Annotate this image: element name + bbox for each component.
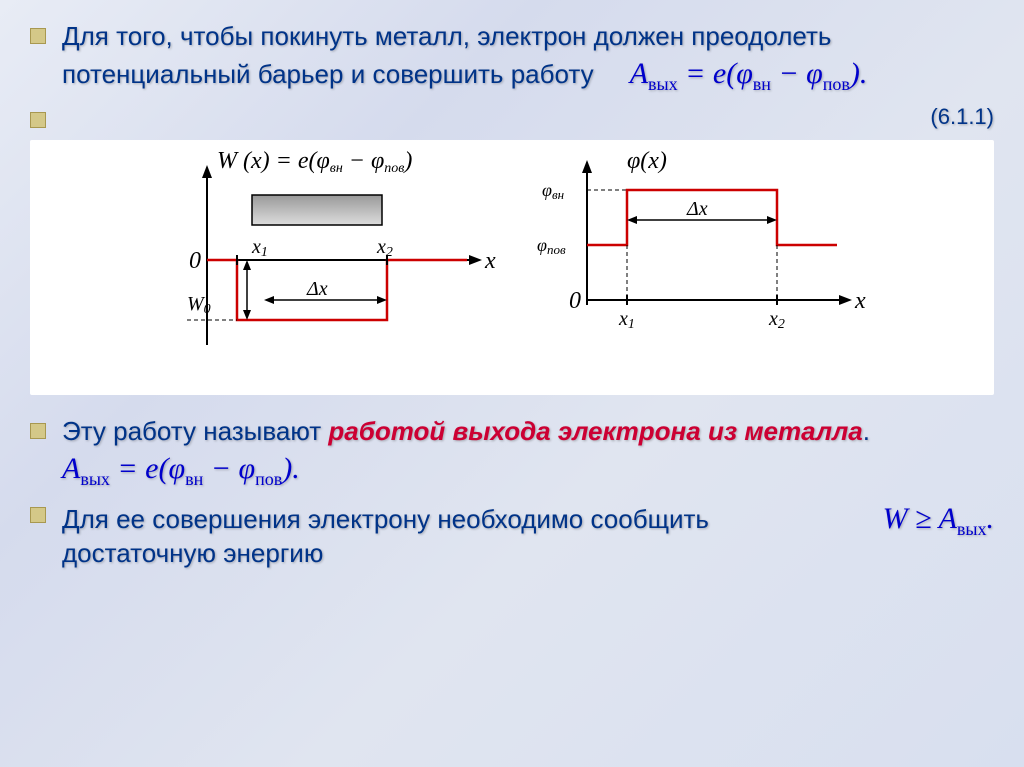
- f3: W ≥ A: [883, 502, 957, 535]
- bullet-eq-number: (6.1.1): [30, 104, 994, 130]
- f1-sub3: пов: [823, 74, 850, 94]
- bullet-marker: [30, 28, 46, 44]
- f3-end: .: [987, 502, 995, 535]
- svg-text:Δx: Δx: [686, 198, 708, 220]
- svg-text:φ(x): φ(x): [627, 150, 667, 174]
- graphs-container: W (x) = e(φвн − φпов) x 0 x1 x2: [30, 140, 994, 395]
- svg-text:x: x: [484, 248, 496, 274]
- formula-1: Aвых = e(φвн − φпов).: [630, 57, 868, 90]
- bullet-marker: [30, 507, 46, 523]
- f3-sub: вых: [957, 519, 987, 539]
- bullet-3: Для ее совершения электрону необходимо с…: [30, 499, 994, 571]
- svg-text:W (x) = e(φвн − φпов): W (x) = e(φвн − φпов): [217, 150, 412, 176]
- formula-2: Aвых = e(φвн − φпов).: [62, 452, 300, 485]
- f1-eq: = e(φ: [678, 57, 753, 90]
- f2-mid: − φ: [203, 452, 255, 485]
- bullet-1: Для того, чтобы покинуть металл, электро…: [30, 20, 994, 96]
- bullet-3-body: Для ее совершения электрону необходимо с…: [62, 503, 863, 571]
- svg-text:x2: x2: [376, 236, 393, 260]
- f2-eq: = e(φ: [110, 452, 185, 485]
- equation-number: (6.1.1): [930, 104, 994, 130]
- f2-sub2: вн: [185, 469, 203, 489]
- bullet-3-text: Для ее совершения электрону необходимо с…: [62, 499, 994, 571]
- f1-end: ).: [850, 57, 868, 90]
- bullet-2: Эту работу называют работой выхода элект…: [30, 415, 994, 491]
- f2-lhs: A: [62, 452, 80, 485]
- f1-lhs: A: [630, 57, 648, 90]
- graph-left: W (x) = e(φвн − φпов) x 0 x1 x2: [157, 150, 497, 385]
- bullet-marker: [30, 112, 46, 128]
- svg-text:0: 0: [569, 288, 581, 314]
- graph-right-svg: φ(x) x 0 φвн φпов x1 x2 Δ: [527, 150, 867, 380]
- f1-mid: − φ: [771, 57, 823, 90]
- f2-sub: вых: [80, 469, 110, 489]
- graph-left-svg: W (x) = e(φвн − φпов) x 0 x1 x2: [157, 150, 497, 380]
- f2-sub3: пов: [255, 469, 282, 489]
- bullet-2-body: Эту работу называют: [62, 416, 328, 446]
- svg-text:x: x: [854, 288, 866, 314]
- svg-text:x2: x2: [768, 308, 785, 332]
- bullet-marker: [30, 423, 46, 439]
- svg-text:0: 0: [189, 248, 201, 274]
- graph-right: φ(x) x 0 φвн φпов x1 x2 Δ: [527, 150, 867, 385]
- f1-sub: вых: [648, 74, 678, 94]
- svg-text:Δx: Δx: [306, 278, 328, 300]
- svg-text:φвн: φвн: [542, 180, 564, 202]
- bullet-1-text: Для того, чтобы покинуть металл, электро…: [62, 20, 994, 96]
- formula-3: W ≥ Aвых.: [883, 499, 994, 541]
- bullet-2-period: .: [863, 416, 870, 446]
- svg-text:x1: x1: [618, 308, 635, 332]
- svg-text:φпов: φпов: [537, 235, 566, 257]
- svg-text:x1: x1: [251, 236, 268, 260]
- bullet-2-text: Эту работу называют работой выхода элект…: [62, 415, 994, 491]
- f2-end: ).: [282, 452, 300, 485]
- f1-sub2: вн: [753, 74, 771, 94]
- bullet-2-emphasis: работой выхода электрона из металла: [328, 416, 862, 446]
